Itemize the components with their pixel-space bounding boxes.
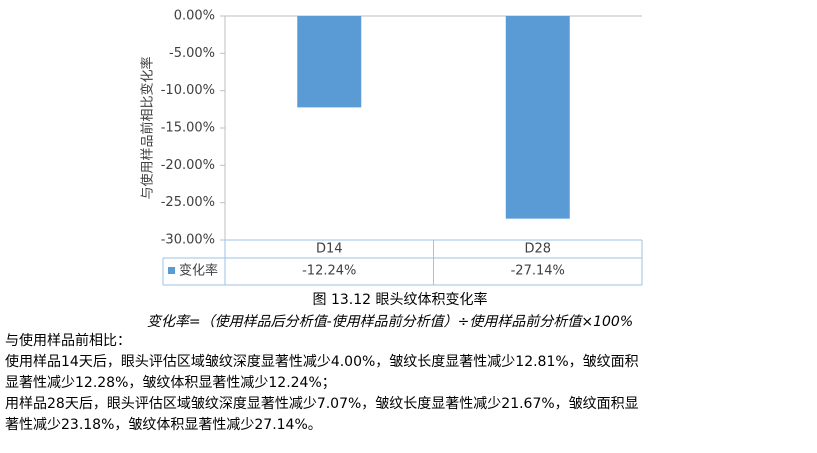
paragraph-line: 用样品28天后，眼头评估区域皱纹深度显著性减少7.07%，皱纹长度显著性减少21… [5, 396, 639, 412]
y-tick-label: -15.00% [161, 121, 215, 136]
y-tick-label: -5.00% [169, 46, 215, 61]
data-label: -12.24% [302, 264, 356, 279]
y-tick-label: -25.00% [161, 195, 215, 210]
caption: 图 13.12 眼头纹体积变化率 [313, 291, 488, 308]
bar [297, 16, 362, 108]
paragraph-line: 使用样品14天后，眼头评估区域皱纹深度显著性减少4.00%，皱纹长度显著性减少1… [5, 353, 639, 370]
formula: 变化率=（使用样品后分析值-使用样品前分析值）÷使用样品前分析值×100% [147, 314, 633, 330]
legend-label: 变化率 [179, 263, 218, 279]
paragraph-line: 著性减少23.18%，皱纹体积显著性减少27.14%。 [5, 417, 322, 433]
paragraph-line: 与使用样品前相比： [5, 332, 131, 349]
y-tick-label: -20.00% [161, 158, 215, 173]
x-tick-label: D28 [524, 242, 551, 257]
y-axis-label: 与使用样品前相比变化率 [140, 56, 156, 199]
paragraph-line: 显著性减少12.28%，皱纹体积显著性减少12.24%； [5, 375, 336, 391]
bar [505, 16, 570, 219]
y-tick-label: -30.00% [161, 233, 215, 248]
y-tick-label: -10.00% [161, 83, 215, 98]
y-tick-label: 0.00% [174, 9, 215, 24]
data-label: -27.14% [511, 264, 565, 279]
legend-swatch [168, 267, 175, 274]
x-tick-label: D14 [316, 242, 343, 257]
